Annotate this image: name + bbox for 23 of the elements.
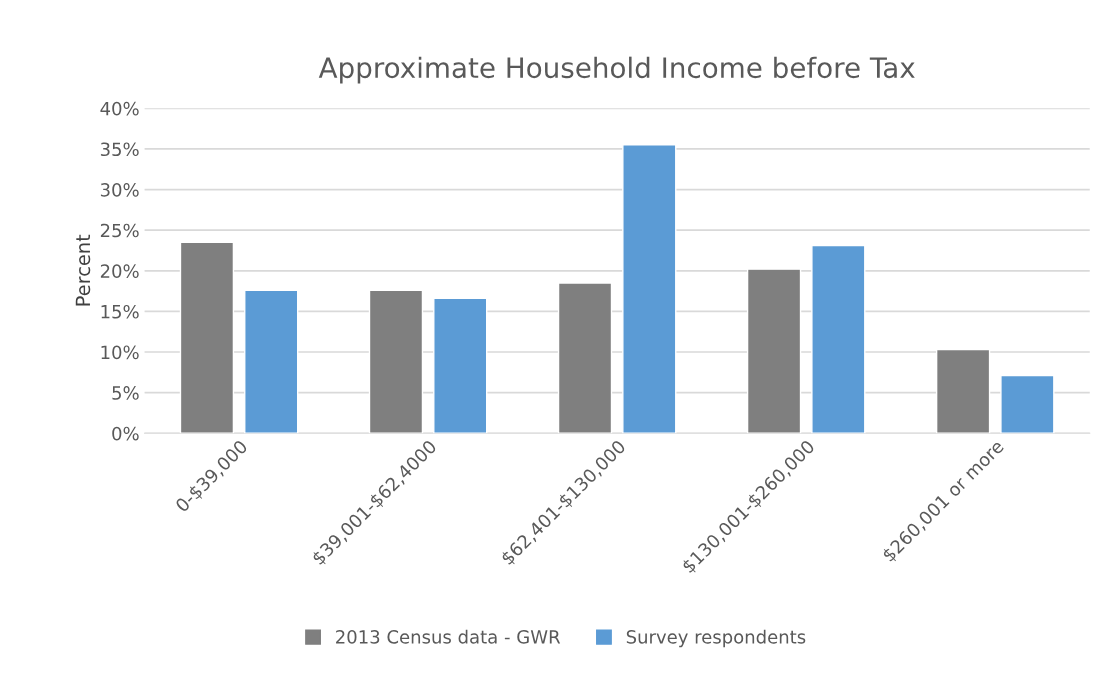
- bar: [179, 241, 235, 434]
- legend-label: Survey respondents: [626, 629, 806, 648]
- bar: [746, 268, 802, 434]
- bar: [622, 144, 677, 434]
- y-tick-label: 20%: [100, 264, 139, 278]
- bar: [557, 282, 613, 434]
- bar: [368, 289, 424, 434]
- legend-label: 2013 Census data - GWR: [336, 629, 561, 644]
- bar: [811, 244, 866, 434]
- y-tick-label: 0%: [112, 426, 139, 441]
- y-tick-label: 15%: [101, 304, 139, 319]
- y-tick-label: 35%: [100, 142, 139, 157]
- y-tick-label: 10%: [101, 345, 139, 360]
- bar: [244, 289, 299, 434]
- bar: [1000, 374, 1055, 434]
- y-tick-label: 5%: [112, 386, 139, 400]
- y-tick-label: 25%: [100, 223, 139, 238]
- bar: [935, 348, 991, 434]
- y-tick-label: 40%: [100, 101, 139, 116]
- y-axis-title: Percent: [75, 234, 91, 306]
- bar: [433, 297, 488, 434]
- y-tick-label: 30%: [100, 183, 139, 197]
- chart-title: Approximate Household Income before Tax: [318, 56, 915, 84]
